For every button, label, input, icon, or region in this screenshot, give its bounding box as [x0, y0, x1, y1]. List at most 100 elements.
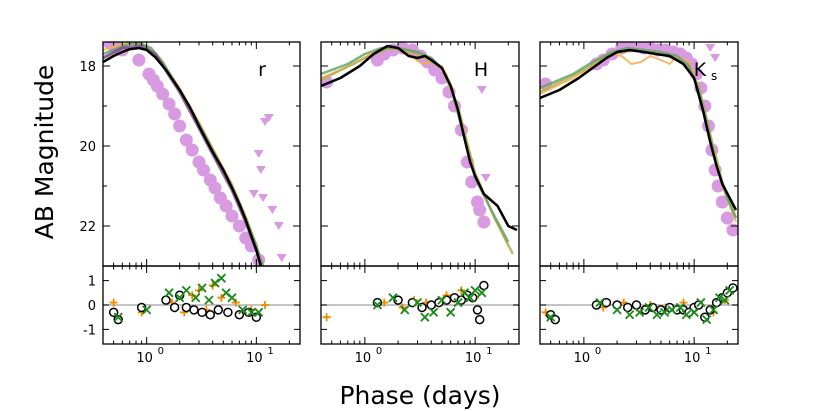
observed-point	[219, 199, 233, 213]
band-label: r	[258, 59, 266, 81]
y-tick-label: 22	[79, 220, 96, 235]
residual-cross	[546, 312, 556, 322]
main-frame	[102, 41, 301, 267]
main-plot-area	[103, 42, 287, 266]
panel-Ks: 10 0 10 1 K s	[539, 41, 739, 366]
residual-cross	[400, 305, 410, 315]
x-tick-label: 10	[355, 351, 372, 366]
upper-limit-marker	[276, 254, 287, 262]
upper-limit-marker	[480, 174, 491, 182]
observed-point	[168, 107, 182, 121]
residual-cross	[164, 288, 174, 298]
residual-circle	[474, 314, 485, 325]
residual-cross	[216, 273, 227, 283]
upper-limit-marker	[705, 44, 716, 52]
residual-plus	[322, 313, 331, 322]
residual-cross	[191, 293, 201, 303]
residual-plot-area	[322, 280, 489, 325]
x-tick-label: 10	[246, 351, 263, 366]
residual-cross	[238, 305, 248, 315]
residual-cross	[708, 305, 719, 315]
residual-circle	[393, 295, 403, 305]
upper-limit-marker	[476, 86, 487, 94]
residual-cross	[725, 285, 735, 296]
residual-cross	[453, 297, 463, 308]
observed-point	[132, 53, 146, 67]
residual-cross	[675, 302, 685, 313]
residual-cross	[420, 312, 430, 322]
x-tick-exponent: 0	[376, 346, 382, 357]
residual-cross	[428, 307, 439, 317]
residual-cross	[652, 310, 662, 320]
band-label: H	[474, 59, 488, 81]
residual-circle	[213, 305, 224, 315]
observed-point	[173, 119, 187, 133]
residual-circle	[181, 302, 192, 313]
band-label: K	[694, 59, 707, 81]
residual-cross	[477, 288, 487, 298]
residual-plus	[261, 301, 270, 309]
y-tick-label: 18	[79, 60, 96, 75]
residual-cross	[612, 305, 622, 315]
residual-cross	[181, 285, 191, 296]
upper-limit-marker	[710, 54, 721, 62]
observed-point	[715, 195, 729, 209]
residual-circle	[631, 300, 642, 310]
panel-H: 10 0 10 1 H	[320, 41, 520, 366]
residual-cross	[714, 293, 725, 303]
residual-cross	[696, 297, 706, 308]
residual-circle	[550, 314, 560, 325]
model-curve-black	[321, 44, 518, 232]
x-tick-label: 10	[574, 351, 591, 366]
observed-point	[720, 211, 734, 225]
residual-y-tick-label: 0	[88, 299, 96, 314]
y-axis-label: AB Magnitude	[30, 65, 59, 240]
residual-cross	[437, 295, 447, 305]
upper-limit-marker	[263, 114, 274, 122]
residual-cross	[254, 307, 264, 317]
residual-cross	[372, 300, 383, 310]
observed-point	[726, 223, 738, 237]
model-curve-purple	[103, 44, 263, 266]
x-tick-exponent: 1	[705, 346, 711, 357]
upper-limit-marker	[255, 166, 266, 174]
residual-plot-area	[541, 283, 738, 325]
upper-limit-marker	[260, 118, 271, 126]
panel-r: 10 0 10 1 r	[102, 41, 301, 366]
residual-cross	[175, 293, 185, 303]
residual-circle	[197, 307, 207, 318]
x-tick-exponent: 0	[595, 346, 601, 357]
observed-point	[185, 143, 199, 157]
y-tick-label: 20	[79, 140, 96, 155]
residual-circle	[189, 305, 199, 315]
residual-cross	[667, 305, 677, 315]
residual-cross	[204, 295, 214, 305]
residual-cross	[465, 293, 475, 303]
observed-point	[156, 87, 170, 101]
x-tick-exponent: 0	[158, 346, 164, 357]
residual-cross	[197, 283, 207, 293]
residual-circle	[372, 297, 383, 308]
residual-cross	[595, 297, 605, 308]
upper-limit-marker	[253, 150, 264, 158]
observed-point	[179, 133, 193, 147]
residual-cross	[210, 278, 220, 288]
model-curve-green	[103, 42, 265, 266]
x-tick-label: 10	[684, 351, 701, 366]
residual-y-tick-label: 1	[88, 275, 96, 290]
main-plot-area	[540, 42, 738, 237]
residual-cross	[659, 307, 670, 317]
main-plot-area	[321, 42, 518, 255]
residual-circle	[426, 300, 437, 310]
band-label-subscript: s	[711, 69, 717, 83]
residual-cross	[720, 295, 730, 305]
residual-cross	[388, 293, 398, 303]
residual-cross	[644, 302, 654, 313]
model-curve-black	[103, 46, 263, 266]
residual-circle	[472, 305, 483, 315]
residual-cross	[246, 307, 256, 317]
residual-circle	[174, 290, 185, 300]
upper-limit-marker	[267, 206, 278, 214]
observed-point	[162, 97, 176, 111]
